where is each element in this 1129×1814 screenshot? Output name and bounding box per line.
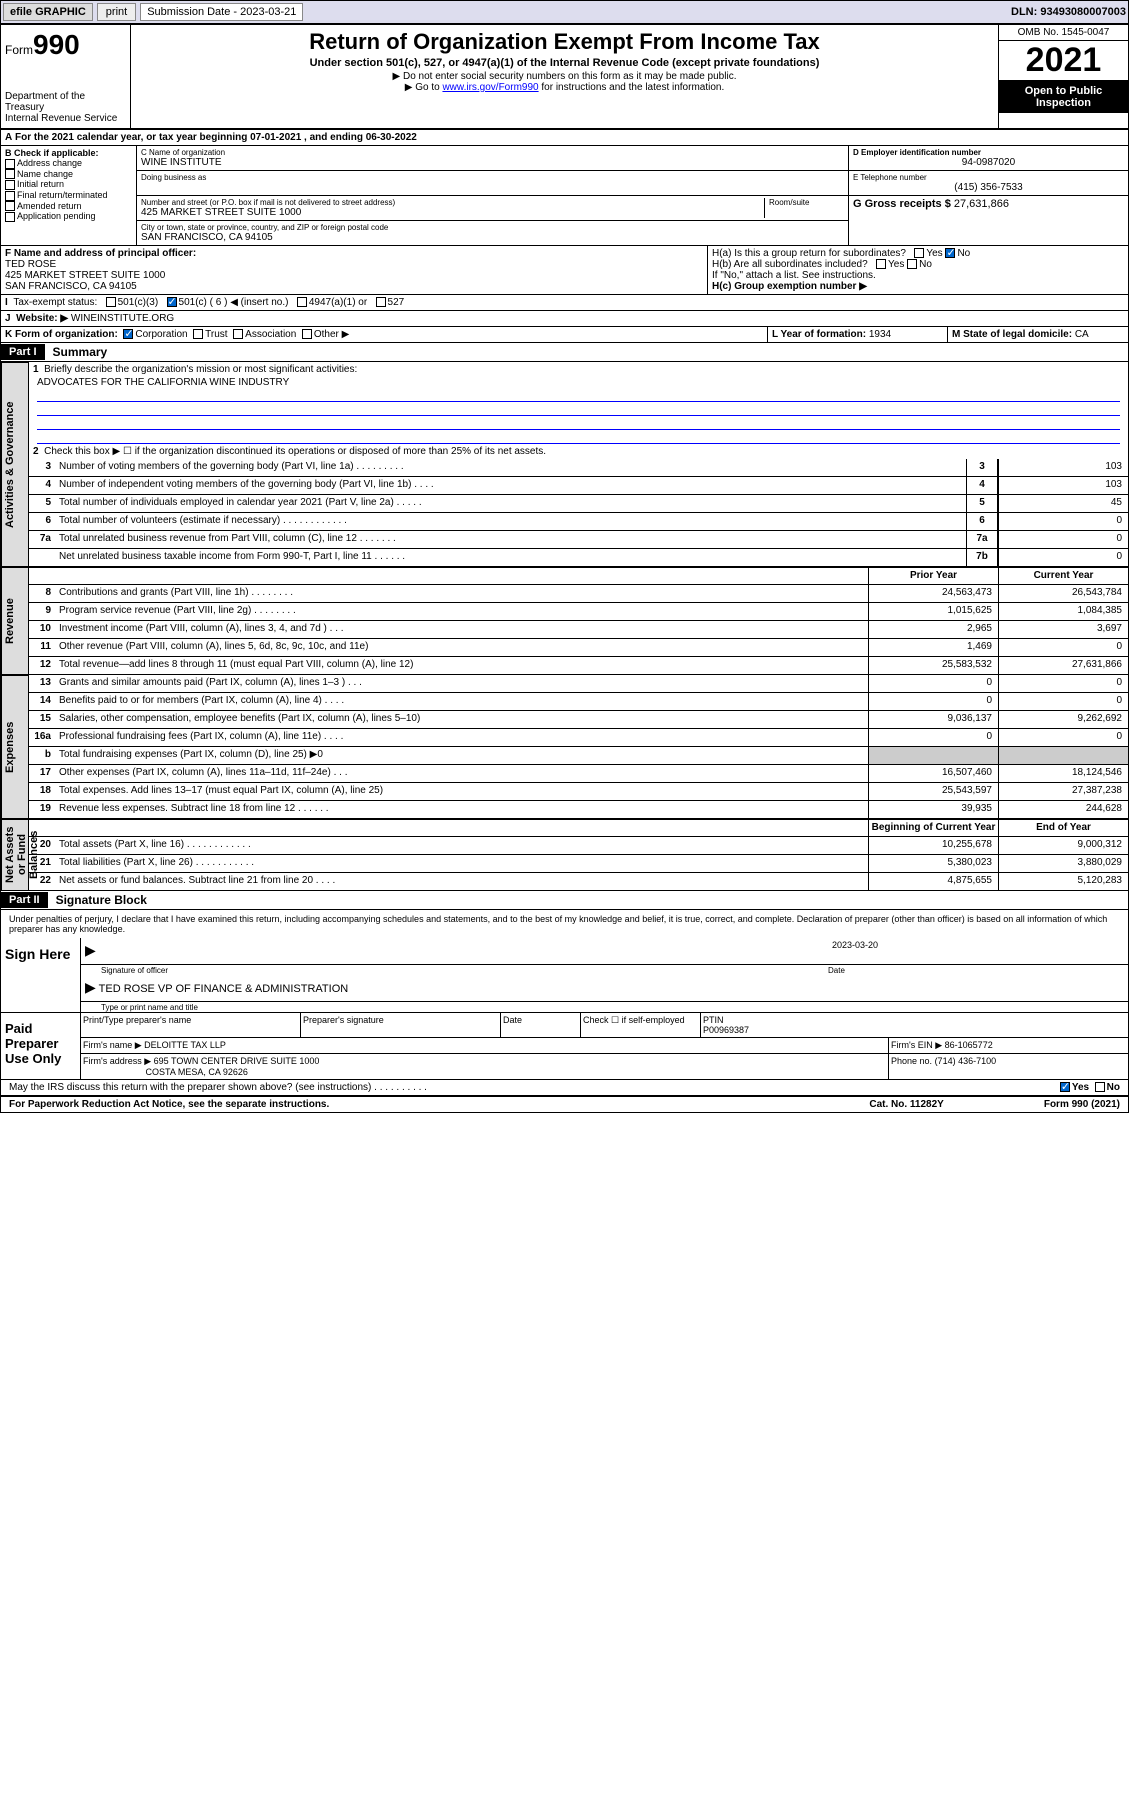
open-inspection: Open to Public Inspection (999, 81, 1128, 113)
checkbox-ha-no[interactable] (945, 248, 955, 258)
box-j: J Website: ▶ WINEINSTITUTE.ORG (1, 311, 1128, 327)
summary-line: 8Contributions and grants (Part VIII, li… (29, 585, 1128, 603)
summary-line: 7aTotal unrelated business revenue from … (29, 531, 1128, 549)
summary-line: 10Investment income (Part VIII, column (… (29, 621, 1128, 639)
form-subtitle: Under section 501(c), 527, or 4947(a)(1)… (139, 57, 990, 69)
box-c: C Name of organization WINE INSTITUTE Do… (137, 146, 848, 245)
org-name: WINE INSTITUTE (141, 157, 844, 168)
form-number: Form990 (5, 29, 126, 61)
summary-line: 17Other expenses (Part IX, column (A), l… (29, 765, 1128, 783)
tab-revenue: Revenue (1, 567, 29, 675)
irs-label: Internal Revenue Service (5, 113, 126, 124)
officer-name: TED ROSE VP OF FINANCE & ADMINISTRATION (99, 983, 349, 995)
checkbox-initial[interactable] (5, 180, 15, 190)
gross-receipts: 27,631,866 (954, 198, 1009, 210)
checkbox-hb-no[interactable] (907, 259, 917, 269)
ein: 94-0987020 (853, 157, 1124, 168)
checkbox-pending[interactable] (5, 212, 15, 222)
summary-line: 18Total expenses. Add lines 13–17 (must … (29, 783, 1128, 801)
checkbox-discuss-no[interactable] (1095, 1082, 1105, 1092)
form-ref: Form 990 (2021) (1044, 1099, 1120, 1110)
checkbox-discuss-yes[interactable] (1060, 1082, 1070, 1092)
summary-line: bTotal fundraising expenses (Part IX, co… (29, 747, 1128, 765)
box-f: F Name and address of principal officer:… (1, 246, 708, 294)
summary-line: 3Number of voting members of the governi… (29, 459, 1128, 477)
website: WINEINSTITUTE.ORG (71, 313, 174, 324)
checkbox-address[interactable] (5, 159, 15, 169)
submission-date: Submission Date - 2023-03-21 (140, 3, 303, 21)
note-ssn: ▶ Do not enter social security numbers o… (139, 71, 990, 82)
box-klm: K Form of organization: Corporation Trus… (1, 327, 1128, 343)
period-row: A For the 2021 calendar year, or tax yea… (1, 130, 1128, 146)
part1-body: Activities & Governance 1 Briefly descri… (1, 362, 1128, 567)
mission: ADVOCATES FOR THE CALIFORNIA WINE INDUST… (29, 377, 1128, 388)
form-990: Form990 Department of the Treasury Inter… (0, 24, 1129, 1113)
summary-line: 5Total number of individuals employed in… (29, 495, 1128, 513)
box-b: B Check if applicable: Address change Na… (1, 146, 137, 245)
summary-line: 19Revenue less expenses. Subtract line 1… (29, 801, 1128, 819)
ptin: P00969387 (703, 1025, 749, 1035)
checkbox-other[interactable] (302, 329, 312, 339)
summary-line: Net unrelated business taxable income fr… (29, 549, 1128, 567)
discuss-row: May the IRS discuss this return with the… (1, 1080, 1128, 1097)
summary-line: 13Grants and similar amounts paid (Part … (29, 675, 1128, 693)
summary-line: 9Program service revenue (Part VIII, lin… (29, 603, 1128, 621)
declaration: Under penalties of perjury, I declare th… (1, 910, 1128, 938)
summary-line: 21Total liabilities (Part X, line 26) . … (29, 855, 1128, 873)
summary-line: 15Salaries, other compensation, employee… (29, 711, 1128, 729)
checkbox-assoc[interactable] (233, 329, 243, 339)
tab-governance: Activities & Governance (1, 362, 29, 567)
sig-date: 2023-03-20 (828, 938, 1128, 963)
summary-line: 11Other revenue (Part VIII, column (A), … (29, 639, 1128, 657)
phone: (415) 356-7533 (853, 182, 1124, 193)
tab-netassets: Net Assets or Fund Balances (1, 819, 29, 891)
org-address: 425 MARKET STREET SUITE 1000 (141, 207, 764, 218)
dln: DLN: 93493080007003 (1011, 6, 1126, 18)
checkbox-501c3[interactable] (106, 297, 116, 307)
tab-expenses: Expenses (1, 675, 29, 819)
checkbox-527[interactable] (376, 297, 386, 307)
efile-label: efile GRAPHIC (3, 3, 93, 21)
paid-preparer-block: Paid Preparer Use Only Print/Type prepar… (1, 1013, 1128, 1080)
summary-line: 4Number of independent voting members of… (29, 477, 1128, 495)
firm-name: DELOITTE TAX LLP (144, 1040, 226, 1050)
print-button[interactable]: print (97, 3, 136, 21)
boxes-bcde: B Check if applicable: Address change Na… (1, 146, 1128, 246)
part2-header: Part II Signature Block (1, 891, 1128, 910)
tax-year: 2021 (999, 41, 1128, 81)
org-city: SAN FRANCISCO, CA 94105 (141, 232, 844, 243)
checkbox-final[interactable] (5, 191, 15, 201)
checkbox-name[interactable] (5, 169, 15, 179)
checkbox-amended[interactable] (5, 201, 15, 211)
checkbox-hb-yes[interactable] (876, 259, 886, 269)
dept-treasury: Department of the Treasury (5, 91, 126, 113)
box-h: H(a) Is this a group return for subordin… (708, 246, 1128, 294)
summary-line: 6Total number of volunteers (estimate if… (29, 513, 1128, 531)
checkbox-trust[interactable] (193, 329, 203, 339)
summary-line: 22Net assets or fund balances. Subtract … (29, 873, 1128, 891)
summary-line: 16aProfessional fundraising fees (Part I… (29, 729, 1128, 747)
form-title: Return of Organization Exempt From Incom… (139, 29, 990, 55)
page-footer: For Paperwork Reduction Act Notice, see … (1, 1097, 1128, 1112)
summary-line: 20Total assets (Part X, line 16) . . . .… (29, 837, 1128, 855)
checkbox-501c[interactable] (167, 297, 177, 307)
sign-here-block: Sign Here ▶ 2023-03-20 Signature of offi… (1, 938, 1128, 1013)
checkbox-ha-yes[interactable] (914, 248, 924, 258)
omb-number: OMB No. 1545-0047 (999, 25, 1128, 41)
box-deg: D Employer identification number 94-0987… (848, 146, 1128, 245)
part1-header: Part I Summary (1, 343, 1128, 362)
checkbox-4947[interactable] (297, 297, 307, 307)
summary-line: 12Total revenue—add lines 8 through 11 (… (29, 657, 1128, 675)
summary-line: 14Benefits paid to or for members (Part … (29, 693, 1128, 711)
note-goto: ▶ Go to www.irs.gov/Form990 for instruct… (139, 82, 990, 93)
checkbox-corp[interactable] (123, 329, 133, 339)
irs-link[interactable]: www.irs.gov/Form990 (442, 82, 538, 93)
form-header: Form990 Department of the Treasury Inter… (1, 25, 1128, 130)
box-i: I Tax-exempt status: 501(c)(3) 501(c) ( … (1, 295, 1128, 311)
boxes-fh: F Name and address of principal officer:… (1, 246, 1128, 295)
topbar: efile GRAPHIC print Submission Date - 20… (0, 0, 1129, 24)
